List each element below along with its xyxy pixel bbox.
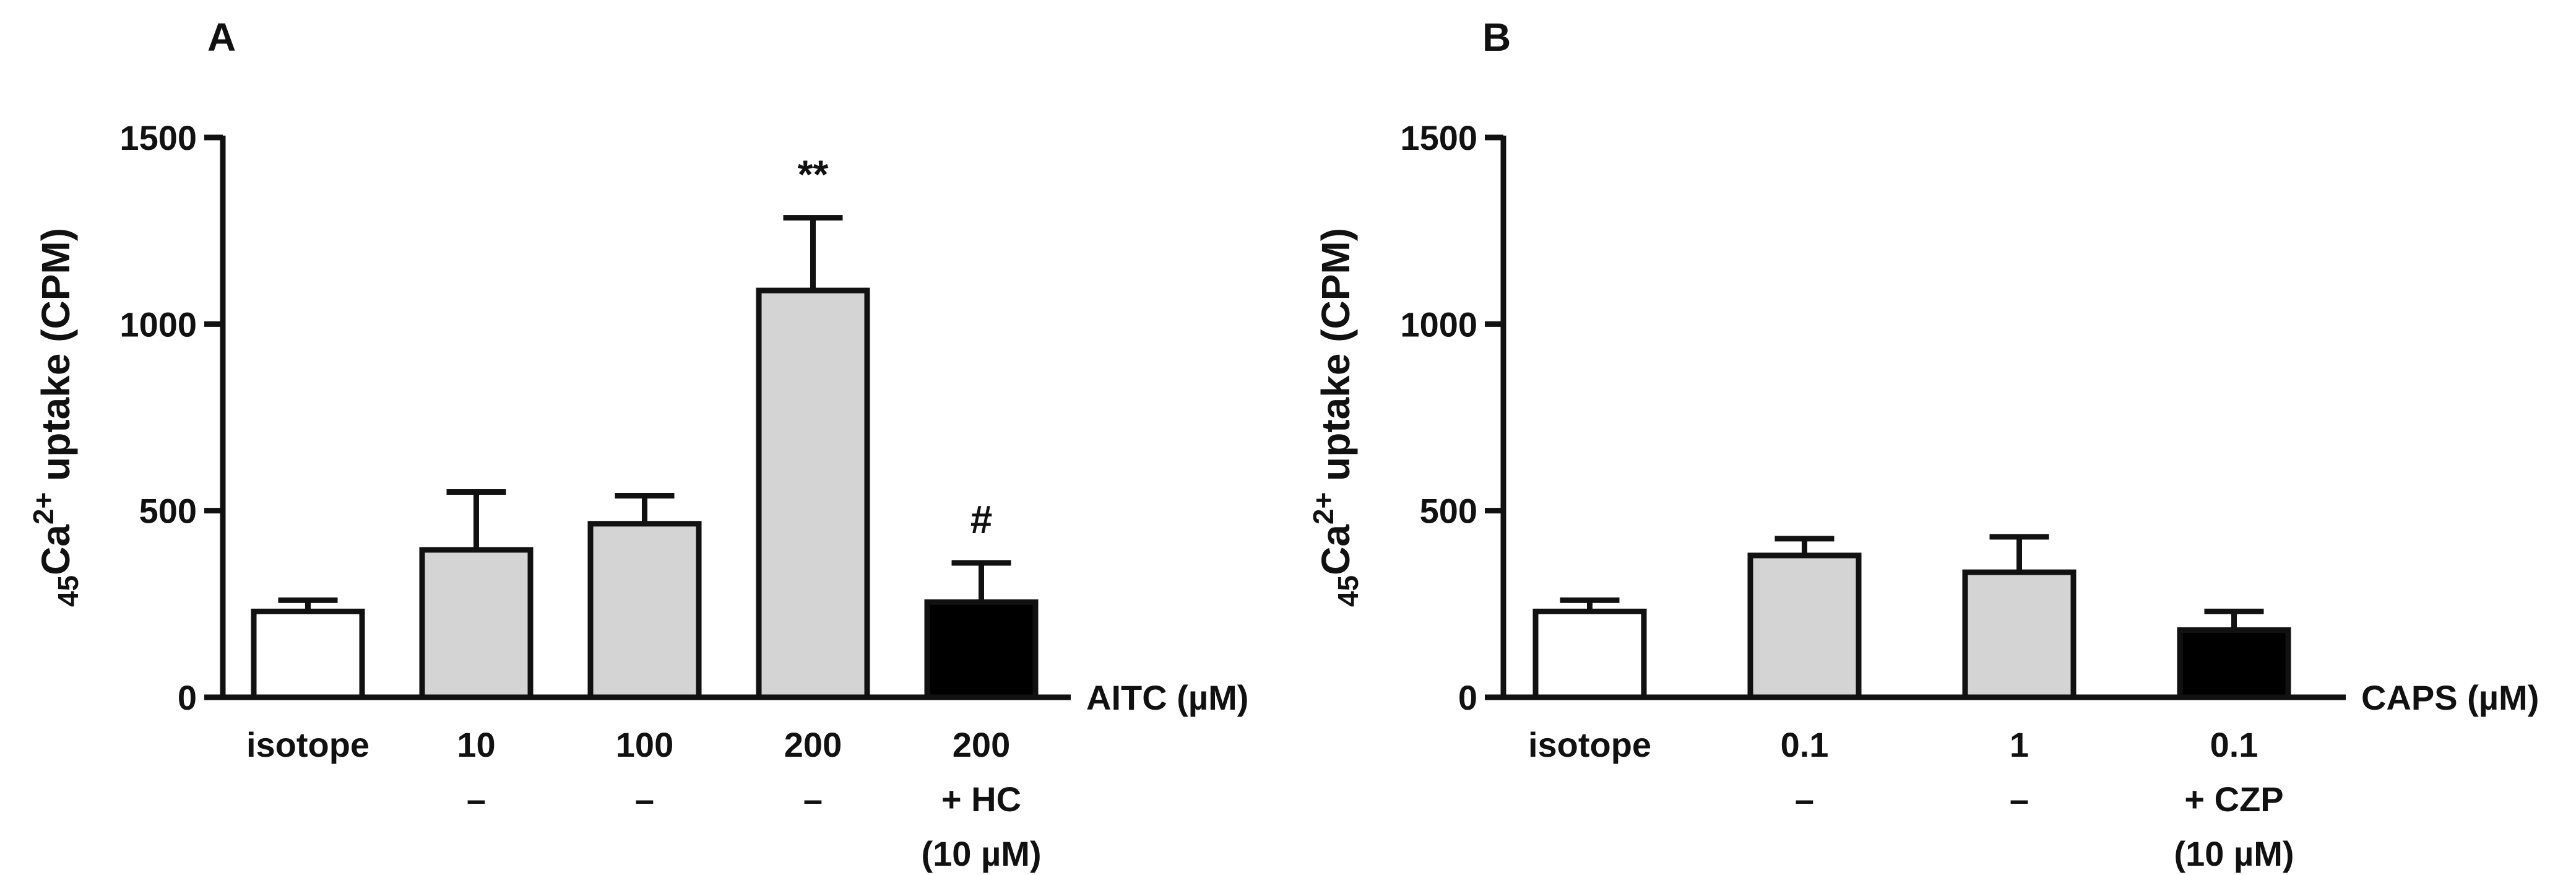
y-axis-label: 45Ca2+ uptake (CPM) bbox=[1307, 228, 1364, 607]
bar bbox=[1532, 608, 1647, 700]
category-label: 1 bbox=[2010, 725, 2029, 764]
category-label: 200 bbox=[953, 725, 1010, 764]
category-label: 10 bbox=[457, 725, 495, 764]
category-label: 0.1 bbox=[2210, 725, 2258, 764]
significance-label: # bbox=[970, 497, 993, 542]
category-label: (10 µM) bbox=[921, 834, 1041, 873]
y-tick-label: 0 bbox=[1458, 678, 1477, 717]
significance-label: ** bbox=[798, 152, 829, 197]
category-label: isotope bbox=[246, 725, 370, 764]
bar bbox=[1962, 569, 2077, 700]
category-label: 0.1 bbox=[1781, 725, 1829, 764]
panel-letter: B bbox=[1482, 15, 1511, 59]
category-label: 100 bbox=[616, 725, 673, 764]
bar bbox=[924, 599, 1039, 700]
x-axis-label: AITC (µM) bbox=[1086, 678, 1248, 717]
category-label: isotope bbox=[1528, 725, 1651, 764]
bar bbox=[587, 521, 702, 700]
category-label: (10 µM) bbox=[2174, 834, 2294, 873]
x-axis-label: CAPS (µM) bbox=[2361, 678, 2539, 717]
category-label: – bbox=[635, 780, 654, 819]
y-tick-label: 1500 bbox=[1400, 118, 1477, 157]
y-tick-label: 1500 bbox=[119, 118, 197, 157]
panel-a: A 0 500 1000 1500 45Ca2+ uptake (CPM) AITC (µM… bbox=[27, 15, 1248, 873]
category-label: 200 bbox=[784, 725, 842, 764]
y-axis-label: 45Ca2+ uptake (CPM) bbox=[27, 228, 84, 607]
bar bbox=[419, 547, 534, 700]
bar bbox=[251, 608, 365, 700]
category-label: – bbox=[1795, 780, 1814, 819]
bar bbox=[2177, 627, 2291, 700]
y-tick-label: 500 bbox=[139, 492, 197, 531]
y-tick-label: 1000 bbox=[119, 305, 197, 344]
bar bbox=[756, 287, 870, 700]
panel-letter: A bbox=[207, 15, 236, 59]
category-label: + CZP bbox=[2184, 780, 2283, 819]
panel-b: B 0 500 1000 1500 45Ca2+ uptake (CPM) CAPS (µM… bbox=[1307, 15, 2539, 873]
y-tick-label: 500 bbox=[1420, 492, 1477, 531]
bar bbox=[1747, 552, 1862, 700]
category-label: – bbox=[803, 780, 823, 819]
y-tick-label: 0 bbox=[178, 678, 197, 717]
category-label: + HC bbox=[941, 780, 1021, 819]
category-label: – bbox=[467, 780, 486, 819]
y-tick-label: 1000 bbox=[1400, 305, 1477, 344]
category-label: – bbox=[2010, 780, 2029, 819]
